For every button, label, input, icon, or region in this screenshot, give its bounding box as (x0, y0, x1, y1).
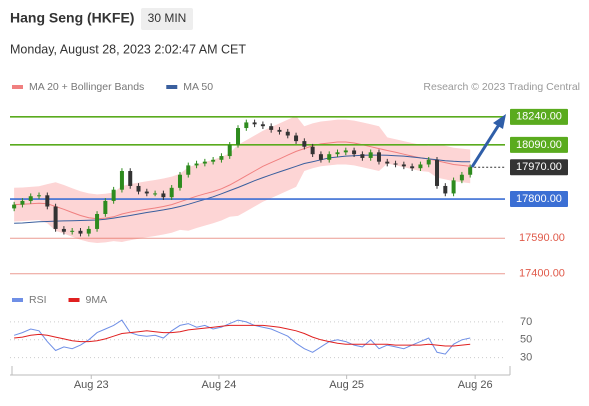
date: Monday, August 28, 2023 2:02:47 AM CET (10, 42, 246, 56)
candle-body (219, 156, 224, 160)
candle-body (119, 171, 124, 190)
level-label: 17970.00 (516, 161, 562, 173)
candle-body (103, 200, 108, 214)
candle-body (418, 164, 423, 169)
candle-body (70, 230, 75, 232)
timeframe-badge (141, 8, 193, 30)
candle-body (459, 174, 464, 181)
candle-body (244, 122, 249, 129)
candle-body (95, 213, 100, 229)
x-tick-label: Aug 23 (74, 379, 109, 391)
x-tick-label: Aug 25 (329, 379, 364, 391)
candle-body (302, 141, 307, 147)
legend-swatch (12, 298, 23, 302)
candle-body (37, 195, 42, 197)
candle-body (136, 185, 141, 192)
candle-body (318, 154, 323, 160)
candle-body (269, 126, 274, 130)
attribution: Research © 2023 Trading Central (423, 81, 580, 93)
candle-body (393, 163, 398, 165)
ma-line (14, 141, 471, 220)
candle-body (161, 193, 166, 198)
level-label-box (510, 191, 568, 208)
candle-body (144, 191, 149, 194)
level-label: 18090.00 (516, 139, 562, 151)
candle-body (61, 228, 66, 232)
x-tick-label: Aug 24 (202, 379, 237, 391)
ma-line (14, 154, 471, 224)
legend-swatch (166, 85, 178, 89)
candle-body (360, 154, 365, 158)
candle-body (194, 163, 199, 166)
candle-body (260, 124, 265, 127)
candle-body (186, 165, 191, 175)
candle-body (468, 167, 473, 175)
x-tick-label: Aug 26 (458, 379, 493, 391)
legend-swatch (68, 298, 80, 302)
candle-body (410, 166, 415, 169)
candle-body (385, 161, 390, 164)
candle-body (368, 152, 373, 158)
instrument-title: Hang Seng (HKFE) (10, 10, 134, 26)
candle-body (451, 180, 456, 194)
candle-body (111, 189, 116, 201)
rsi-line (13, 319, 471, 355)
candle-body (277, 129, 282, 132)
candle-body (335, 152, 340, 155)
candle-body (426, 159, 431, 165)
candle-body (169, 187, 174, 198)
y-tick-label: 70 (520, 316, 532, 328)
bollinger-band (14, 115, 471, 243)
candle-body (202, 161, 207, 164)
forecast-arrow (470, 122, 502, 168)
candle-body (227, 144, 232, 157)
forecast-arrowhead (493, 114, 506, 129)
candle-body (45, 195, 50, 207)
candle-body (252, 122, 257, 125)
candle-body (376, 152, 381, 162)
candle-body (236, 128, 241, 145)
level-label-box (510, 136, 568, 153)
timeframe: 30 MIN (148, 11, 187, 25)
candle-body (28, 196, 33, 201)
candle-body (310, 146, 315, 155)
candle-body (343, 150, 348, 153)
candle-body (12, 204, 17, 209)
level-label: 17590.00 (519, 232, 565, 244)
legend-label: 9MA (86, 294, 108, 306)
legend-label: RSI (29, 294, 47, 306)
legend-label: MA 50 (183, 81, 213, 93)
candle-body (401, 164, 406, 167)
candle-body (177, 174, 182, 188)
candle-body (327, 154, 332, 160)
candle-body (86, 228, 91, 234)
legend-label: MA 20 + Bollinger Bands (29, 81, 144, 93)
candle-body (443, 185, 448, 194)
candle-body (153, 193, 158, 195)
candle-body (294, 135, 299, 142)
candle-body (285, 131, 290, 136)
candle-body (435, 159, 440, 186)
legend-swatch (12, 85, 23, 89)
candle-body (128, 171, 133, 186)
level-label-box (510, 108, 568, 125)
candle-body (211, 159, 216, 162)
y-tick-label: 50 (520, 334, 532, 346)
level-label: 17800.00 (516, 193, 562, 205)
level-label-box (510, 159, 568, 176)
level-label: 17400.00 (519, 268, 565, 280)
candle-body (20, 200, 25, 205)
candle-body (78, 230, 83, 234)
level-label: 18240.00 (516, 111, 562, 123)
candle-body (53, 206, 58, 229)
y-tick-label: 30 (520, 352, 532, 364)
candle-body (352, 150, 357, 155)
rsi-line (14, 324, 471, 347)
